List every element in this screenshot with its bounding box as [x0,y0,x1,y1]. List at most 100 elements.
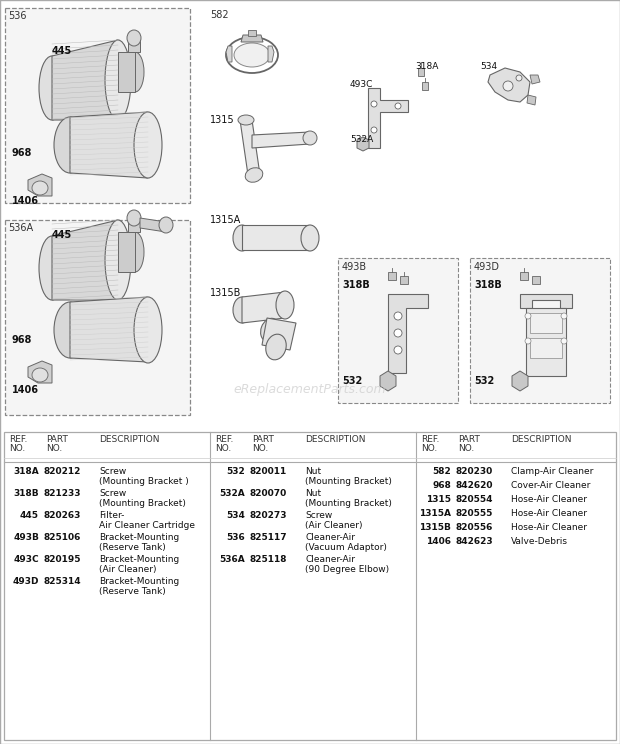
Text: (Reserve Tank): (Reserve Tank) [99,543,166,552]
Polygon shape [262,318,296,350]
Text: 445: 445 [52,230,73,240]
Polygon shape [118,52,135,92]
Text: (Mounting Bracket): (Mounting Bracket) [99,499,186,508]
Ellipse shape [32,181,48,195]
Polygon shape [28,174,52,196]
Text: 1406: 1406 [426,537,451,546]
Polygon shape [128,38,140,52]
Polygon shape [52,40,118,120]
Text: 1315: 1315 [210,115,234,125]
Text: (Vacuum Adaptor): (Vacuum Adaptor) [305,543,387,552]
Polygon shape [520,294,572,308]
Text: NO.: NO. [458,444,474,453]
Text: 825118: 825118 [250,555,288,564]
Text: 842620: 842620 [456,481,494,490]
Polygon shape [70,112,148,178]
Polygon shape [388,294,428,373]
Polygon shape [128,218,140,232]
Text: (Mounting Bracket ): (Mounting Bracket ) [99,477,188,486]
Bar [530,313,562,333]
Ellipse shape [105,40,131,120]
Text: Hose-Air Cleaner: Hose-Air Cleaner [511,495,587,504]
Text: Bracket-Mounting: Bracket-Mounting [99,533,179,542]
Text: 820273: 820273 [250,511,288,520]
Text: Nut: Nut [305,489,321,498]
Circle shape [525,313,531,319]
Text: 820011: 820011 [250,467,287,476]
Text: 825314: 825314 [44,577,82,586]
Polygon shape [268,46,274,62]
Polygon shape [252,132,310,148]
Ellipse shape [303,131,317,145]
Text: 825106: 825106 [44,533,81,542]
Polygon shape [368,88,408,148]
Polygon shape [512,371,528,391]
Text: 445: 445 [52,46,73,56]
Ellipse shape [105,220,131,300]
Text: 968: 968 [12,335,32,345]
Polygon shape [380,371,396,391]
Circle shape [503,81,513,91]
Text: 532: 532 [474,376,494,386]
Ellipse shape [127,210,141,226]
Text: 318B: 318B [14,489,39,498]
Text: Filter-: Filter- [99,511,125,520]
Bar [470,258,610,403]
Text: 820070: 820070 [250,489,287,498]
Circle shape [371,101,377,107]
Polygon shape [488,68,530,102]
Ellipse shape [266,334,286,360]
Text: 493D: 493D [474,262,500,272]
Text: REF.: REF. [9,435,27,444]
Bar [5,220,190,415]
Bar [526,308,566,376]
Circle shape [395,103,401,109]
Text: PART: PART [46,435,68,444]
Polygon shape [527,95,536,105]
Text: 820212: 820212 [44,467,81,476]
Text: 536A: 536A [219,555,245,564]
Text: 532: 532 [342,376,362,386]
Ellipse shape [276,291,294,319]
Text: REF.: REF. [421,435,440,444]
Polygon shape [226,46,232,62]
Text: Cleaner-Air: Cleaner-Air [305,555,355,564]
Text: (Air Cleaner): (Air Cleaner) [305,521,363,530]
Bar [0,0,620,430]
Ellipse shape [39,56,65,120]
Text: 820230: 820230 [456,467,494,476]
Circle shape [394,312,402,320]
Text: REF.: REF. [215,435,233,444]
Text: (Reserve Tank): (Reserve Tank) [99,587,166,596]
Text: 968: 968 [12,148,32,158]
Polygon shape [28,361,52,383]
Ellipse shape [54,302,86,358]
Text: 1406: 1406 [12,385,39,395]
Text: 532A: 532A [350,135,373,144]
Text: 1315B: 1315B [210,288,241,298]
Text: NO.: NO. [215,444,231,453]
Text: 493C: 493C [14,555,39,564]
Text: PART: PART [252,435,274,444]
Text: 318A: 318A [415,62,438,71]
Ellipse shape [233,225,251,251]
Ellipse shape [126,232,144,272]
Circle shape [516,75,522,81]
Text: 493B: 493B [13,533,39,542]
Polygon shape [242,225,310,250]
Ellipse shape [127,30,141,46]
Text: 532A: 532A [219,489,245,498]
Circle shape [561,338,567,344]
Ellipse shape [246,167,263,182]
Ellipse shape [134,112,162,178]
Text: Hose-Air Cleaner: Hose-Air Cleaner [511,523,587,532]
Text: 1315A: 1315A [419,509,451,518]
Text: 318A: 318A [13,467,39,476]
Text: 493B: 493B [342,262,367,272]
Text: Nut: Nut [305,467,321,476]
Text: 536: 536 [226,533,245,542]
Ellipse shape [233,297,251,323]
Text: PART: PART [458,435,480,444]
Text: 820195: 820195 [44,555,81,564]
Polygon shape [118,232,135,272]
